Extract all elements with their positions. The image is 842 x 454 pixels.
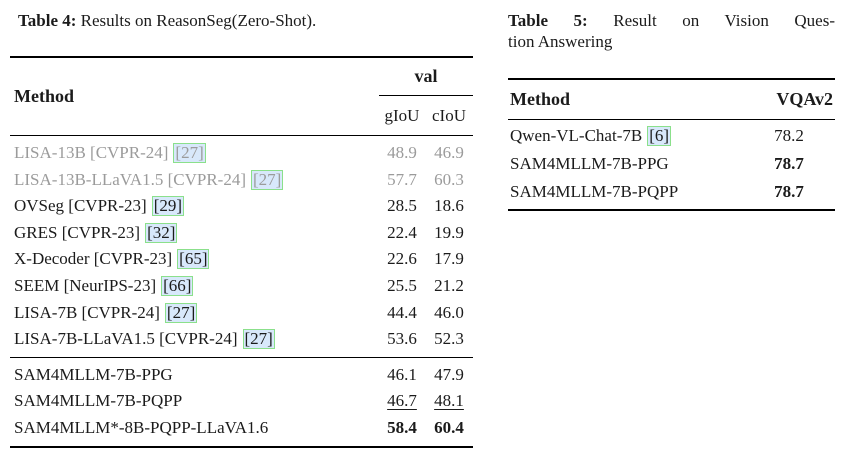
ciou-cell: 46.0	[434, 302, 464, 322]
method-cell: SAM4MLLM*-8B-PQPP-LLaVA1.6	[14, 417, 269, 437]
giou-cell: 57.7	[387, 169, 417, 189]
method-cell: SAM4MLLM-7B-PQPP	[14, 391, 183, 411]
table5: Method VQAv2 Qwen-VL-Chat-7B [6] 78.2 SAM…	[508, 78, 835, 211]
table4-caption-label: Table 4:	[18, 11, 77, 30]
table5-caption-line2: tion Answering	[508, 32, 613, 51]
table5-caption: Table 5: Result on Vision Ques- tion Ans…	[508, 10, 835, 52]
ciou-cell: 48.1	[434, 391, 464, 411]
table5-header: Method VQAv2	[508, 79, 835, 120]
giou-cell: 44.4	[387, 302, 417, 322]
table4-caption-text: Results on ReasonSeg(Zero-Shot).	[80, 11, 317, 30]
ciou-cell: 52.3	[434, 329, 464, 349]
citation-link[interactable]: [27]	[164, 302, 198, 323]
citation-link[interactable]: [66]	[161, 275, 194, 296]
ciou-cell: 21.2	[434, 275, 464, 295]
column-header-vqav2: VQAv2	[743, 79, 835, 120]
vqav2-cell: 78.2	[774, 126, 804, 145]
giou-cell: 53.6	[387, 329, 417, 349]
table-row: SAM4MLLM*-8B-PQPP-LLaVA1.6 58.4 60.4	[10, 415, 473, 447]
table5-caption-line1: Result on Vision Ques-	[613, 11, 835, 30]
table-row: X-Decoder [CVPR-23] [65] 22.6 17.9	[10, 246, 473, 273]
giou-cell: 25.5	[387, 275, 417, 295]
method-cell: GRES [CVPR-23] [32]	[14, 222, 178, 243]
ciou-cell: 19.9	[434, 222, 464, 242]
method-cell: SAM4MLLM-7B-PPG	[14, 364, 173, 384]
table-row: GRES [CVPR-23] [32] 22.4 19.9	[10, 220, 473, 247]
table-row: SAM4MLLM-7B-PQPP 78.7	[508, 178, 835, 210]
citation-link[interactable]: [6]	[647, 126, 672, 146]
table4-header: Method val gIoU cIoU	[10, 57, 474, 136]
giou-cell: 22.6	[387, 249, 417, 269]
method-cell: LISA-7B-LLaVA1.5 [CVPR-24] [27]	[14, 329, 275, 350]
citation-link[interactable]: [27]	[242, 329, 275, 350]
vqav2-cell: 78.7	[774, 182, 804, 201]
method-cell: SEEM [NeurIPS-23] [66]	[14, 275, 194, 296]
giou-cell: 46.1	[387, 364, 417, 384]
citation-link[interactable]: [65]	[177, 249, 210, 270]
table-row: Qwen-VL-Chat-7B [6] 78.2	[508, 120, 835, 151]
citation-link[interactable]: [29]	[151, 196, 185, 217]
table4-caption: Table 4: Results on ReasonSeg(Zero-Shot)…	[10, 10, 473, 31]
method-cell: SAM4MLLM-7B-PPG	[510, 154, 669, 173]
table4-section: Table 4: Results on ReasonSeg(Zero-Shot)…	[10, 10, 474, 448]
table-row: LISA-13B [CVPR-24] [27] 48.9 46.9	[10, 136, 473, 167]
table5-section: Table 5: Result on Vision Ques- tion Ans…	[508, 10, 835, 211]
citation-link[interactable]: [32]	[145, 222, 178, 243]
table4-baseline-rows: LISA-13B [CVPR-24] [27] 48.9 46.9 LISA-13…	[10, 136, 474, 358]
ciou-cell: 18.6	[434, 196, 464, 216]
method-cell: OVSeg [CVPR-23] [29]	[14, 196, 185, 217]
column-header-giou: gIoU	[379, 95, 425, 136]
table-row: SAM4MLLM-7B-PQPP 46.7 48.1	[10, 388, 473, 415]
table-row: SAM4MLLM-7B-PPG 78.7	[508, 150, 835, 178]
giou-cell: 58.4	[387, 417, 417, 437]
ciou-cell: 46.9	[434, 143, 464, 162]
column-group-header-val: val	[379, 57, 474, 96]
ciou-cell: 60.3	[434, 169, 464, 189]
table5-caption-label: Table 5:	[508, 11, 588, 30]
table-row: LISA-7B [CVPR-24] [27] 44.4 46.0	[10, 300, 473, 327]
giou-cell: 46.7	[387, 391, 417, 411]
table-row: SAM4MLLM-7B-PPG 46.1 47.9	[10, 357, 473, 388]
giou-cell: 48.9	[387, 143, 417, 162]
table4: Method val gIoU cIoU LISA-13B [CVPR-24][…	[10, 56, 474, 448]
column-header-method: Method	[10, 57, 379, 136]
giou-cell: 22.4	[387, 222, 417, 242]
table-row: LISA-7B-LLaVA1.5 [CVPR-24] [27] 53.6 52.3	[10, 326, 473, 357]
table-row: OVSeg [CVPR-23] [29] 28.5 18.6	[10, 193, 473, 220]
ciou-cell: 47.9	[434, 364, 464, 384]
table-row: SEEM [NeurIPS-23] [66] 25.5 21.2	[10, 273, 473, 300]
ciou-cell: 17.9	[434, 249, 464, 269]
giou-cell: 28.5	[387, 196, 417, 216]
table4-ours-rows: SAM4MLLM-7B-PPG 46.1 47.9 SAM4MLLM-7B-PQ…	[10, 357, 473, 446]
column-header-method: Method	[508, 79, 743, 120]
ciou-cell: 60.4	[434, 417, 464, 437]
table-row: LISA-13B-LLaVA1.5 [CVPR-24] [27] 57.7 60.…	[10, 167, 473, 194]
citation-link[interactable]: [27]	[173, 143, 206, 163]
citation-link[interactable]: [27]	[251, 169, 284, 190]
method-cell: LISA-13B [CVPR-24] [27]	[14, 143, 206, 163]
vqav2-cell: 78.7	[774, 154, 804, 173]
method-cell: Qwen-VL-Chat-7B [6]	[510, 126, 672, 146]
method-cell: LISA-13B-LLaVA1.5 [CVPR-24] [27]	[14, 169, 284, 190]
table5-rows: Qwen-VL-Chat-7B [6] 78.2 SAM4MLLM-7B-PPG …	[508, 120, 835, 211]
method-cell: SAM4MLLM-7B-PQPP	[510, 182, 679, 201]
method-cell: X-Decoder [CVPR-23] [65]	[14, 249, 210, 270]
column-header-ciou: cIoU	[425, 95, 474, 136]
method-cell: LISA-7B [CVPR-24] [27]	[14, 302, 198, 323]
